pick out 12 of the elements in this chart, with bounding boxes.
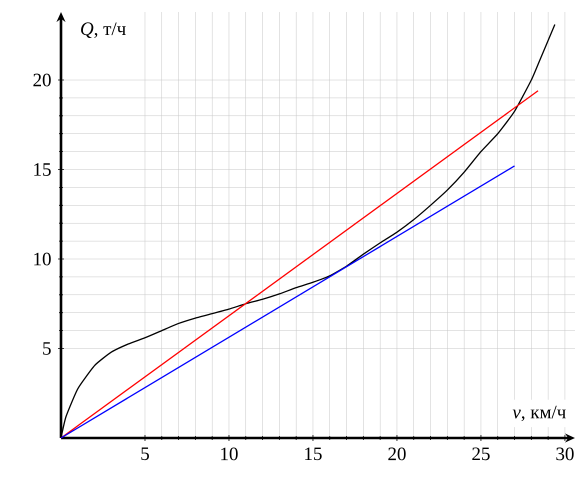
y-tick-label: 20	[33, 74, 51, 86]
x-axis-title: v, км/ч	[512, 406, 566, 422]
x-tick-label: 25	[472, 448, 490, 460]
y-tick-label: 10	[34, 252, 51, 266]
x-tick-label: 20	[388, 448, 406, 460]
x-tick-label: 5	[141, 448, 149, 460]
y-axis-title: Q, т/ч	[81, 22, 126, 38]
x-tick-label: 30	[556, 448, 574, 460]
x-tick-label: 15	[305, 448, 322, 460]
y-tick-label: 5	[43, 342, 51, 355]
x-tick-label: 10	[221, 448, 238, 460]
y-tick-label: 15	[34, 163, 51, 176]
